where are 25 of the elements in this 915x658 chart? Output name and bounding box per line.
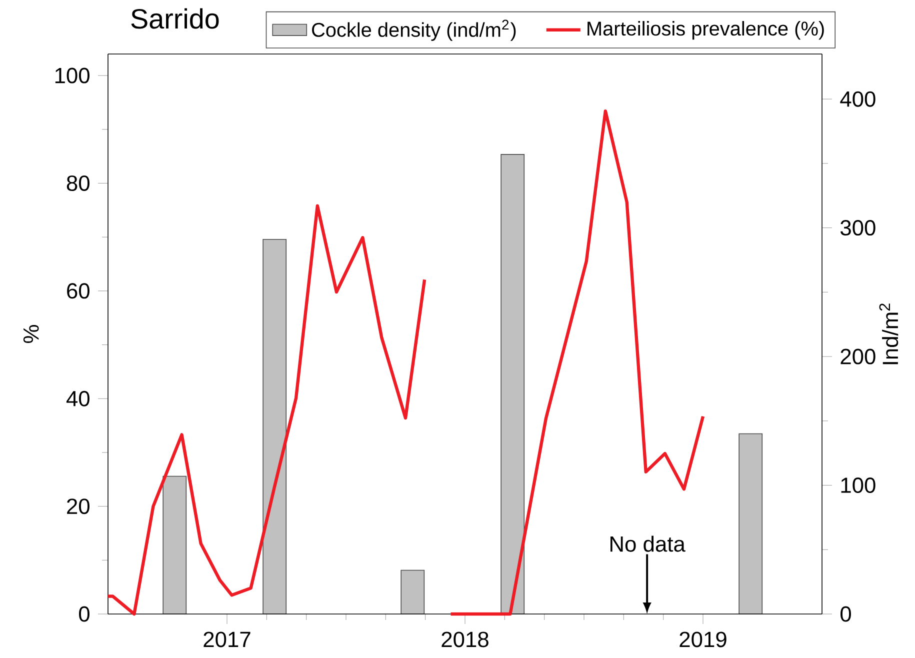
x-tick-label: 2018 xyxy=(442,632,488,648)
chart-title: Sarrido xyxy=(131,8,219,29)
bar xyxy=(400,570,425,614)
y2-tick-label: 400 xyxy=(840,91,876,107)
x-tick-label: 2017 xyxy=(204,632,250,648)
y-axis-title: % xyxy=(23,325,39,343)
y2-tick-label: 300 xyxy=(840,220,876,236)
y-tick-label: 100 xyxy=(55,68,90,84)
y2-tick-label: 200 xyxy=(840,348,876,364)
y2-axis-title: Ind/m$^{2}$ xyxy=(879,304,898,364)
bar xyxy=(262,238,287,614)
bar xyxy=(500,154,525,614)
legend-label: Marteiliosis prevalence (%) xyxy=(588,21,824,40)
x-tick-label: 2019 xyxy=(680,632,726,648)
annotation: No data xyxy=(610,536,686,552)
legend-label: Cockle density (ind/m$^{2}$) xyxy=(312,20,516,41)
bar xyxy=(162,476,187,614)
y2-tick-label: 100 xyxy=(841,478,876,494)
y-tick-label: 40 xyxy=(66,390,90,406)
bar xyxy=(738,433,763,614)
y-tick-label: 80 xyxy=(66,175,90,191)
y-tick-label: 60 xyxy=(67,283,90,299)
y2-tick-label: 0 xyxy=(840,606,851,622)
y-tick-label: 20 xyxy=(67,498,90,514)
y-tick-label: 0 xyxy=(79,606,90,622)
